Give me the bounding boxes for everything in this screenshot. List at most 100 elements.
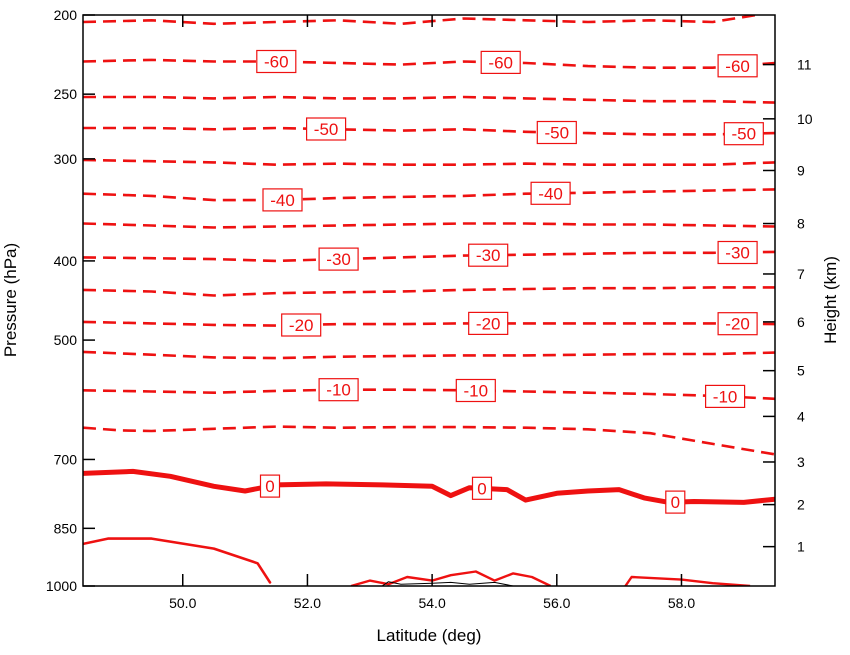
contour-label-text: -40 [538,184,563,203]
contour-line [83,320,775,327]
x-tick-label: 50.0 [169,595,196,611]
x-tick-label: 56.0 [543,595,570,611]
contour-line [83,188,775,202]
x-tick-label: 58.0 [668,595,695,611]
contour-label: -50 [306,117,347,141]
contour-label: -10 [455,378,496,403]
contour-label: -20 [281,313,322,337]
contour-label-box [259,474,281,498]
y-tick-label: 400 [54,253,78,269]
contour-label-text: -10 [326,381,351,400]
contour-label: -10 [704,384,746,408]
plot-frame [82,14,776,587]
contour-label-text: -20 [725,315,750,334]
contour-label-box [717,54,758,78]
contour-label-text: -60 [488,53,513,72]
contour-label-box [717,240,758,265]
y-right-tick-label: 6 [797,314,805,330]
y-axis-left: 200 250 300 400 500 700 850 1000 [46,7,95,594]
y-tick-label: 300 [54,151,78,167]
y-right-tick-label: 9 [797,162,805,178]
contour-label: -60 [256,49,297,74]
contour-label-text: -50 [314,120,339,139]
contour-label: 0 [471,476,493,500]
x-tick-label: 54.0 [418,595,445,611]
y-axis-right-label: Height (km) [821,256,840,344]
contour-label-text: -30 [326,250,351,269]
surface-contour-line [624,575,751,586]
y-tick-label: 500 [54,332,78,348]
x-axis: 50.0 52.0 54.0 56.0 58.0 [169,15,695,611]
contour-label-text: -60 [725,57,750,76]
y-right-tick-label: 5 [797,363,805,379]
contour-label-box [530,181,571,205]
contour-label: -50 [536,120,577,145]
contour-label-text: -10 [464,382,489,401]
contour-label: -10 [318,378,359,402]
contour-label: -60 [480,50,521,75]
contour-label-box [306,117,347,141]
contour-label: -30 [318,247,359,271]
contour-line [83,468,775,505]
contour-line [83,286,775,297]
contour-label-box [471,476,493,500]
y-axis-right: 1 2 3 4 5 6 7 8 9 10 11 [763,57,813,555]
contour-label: -50 [723,122,764,146]
contour-label: -30 [717,240,758,265]
contour-label: 0 [259,474,281,498]
contour-label-box [536,120,577,145]
contour-line [83,537,272,584]
y-right-tick-label: 2 [797,497,805,513]
contour-label-text: -10 [713,387,738,406]
contour-label: -20 [468,311,509,335]
contour-label-box [723,122,764,146]
contour-label-layer: -60 -60 -60 -50 -50 -50 -40 -40 -30 -30 -30 -20 -20 -… [256,49,764,514]
y-right-tick-label: 1 [797,539,805,555]
contour-layer [83,15,775,586]
contour-line [83,388,775,401]
contour-label: -40 [262,188,303,212]
contour-label: 0 [665,490,686,514]
contour-label-box [468,243,509,267]
contour-label-text: 0 [477,479,486,498]
contour-line [83,222,775,229]
contour-line [83,15,757,26]
contour-label-box [318,247,359,271]
contour-label-text: -30 [476,246,501,265]
y-tick-label: 200 [54,7,78,23]
contour-label-text: -50 [545,124,570,143]
y-right-tick-label: 10 [797,111,813,127]
contour-label-box [468,311,509,335]
contour-label-box [665,490,686,514]
y-right-tick-label: 8 [797,216,805,232]
x-tick-label: 52.0 [294,595,321,611]
y-tick-label: 850 [54,520,78,536]
contour-label-text: -40 [270,191,295,210]
contour-label-box [281,313,322,337]
contour-line [83,425,775,456]
contour-label-box [717,312,758,336]
y-right-tick-label: 11 [797,57,812,73]
contour-line [83,350,775,360]
contour-label-box [704,384,746,408]
x-axis-label: Latitude (deg) [377,626,482,645]
contour-label-text: -30 [725,244,750,263]
contour-label-text: -20 [476,314,501,333]
contour-label-box [318,378,359,402]
contour-label: -20 [717,312,758,336]
contour-label-text: 0 [671,493,680,512]
contour-label: -60 [717,54,758,78]
contour-line [83,158,775,166]
contour-label-text: -50 [732,125,757,144]
contour-label-box [455,378,496,403]
y-tick-label: 700 [54,451,78,467]
contour-line [83,250,775,263]
contour-label-text: -20 [289,316,314,335]
contour-label-box [256,49,297,74]
contour-line [83,58,775,69]
contour-label: -30 [468,243,509,267]
terrain-contour-line [381,581,514,586]
contour-line [83,95,775,104]
